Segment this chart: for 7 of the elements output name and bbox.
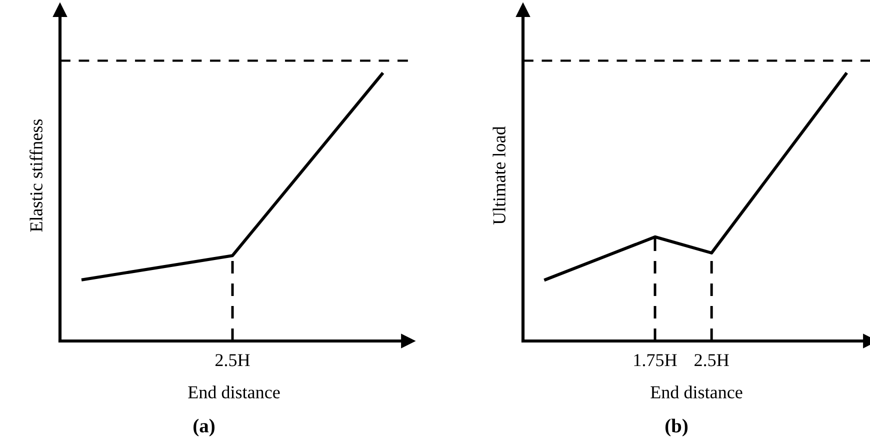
y-axis-title: Ultimate load: [492, 126, 506, 225]
x-axis-title: End distance: [188, 386, 280, 398]
x-tick-label: 1.75H: [634, 354, 677, 366]
x-axis-title: End distance: [650, 386, 742, 398]
y-axis-title: Elastic stiffness: [30, 119, 42, 232]
text: (a): [194, 418, 214, 436]
text: (b): [665, 418, 688, 436]
